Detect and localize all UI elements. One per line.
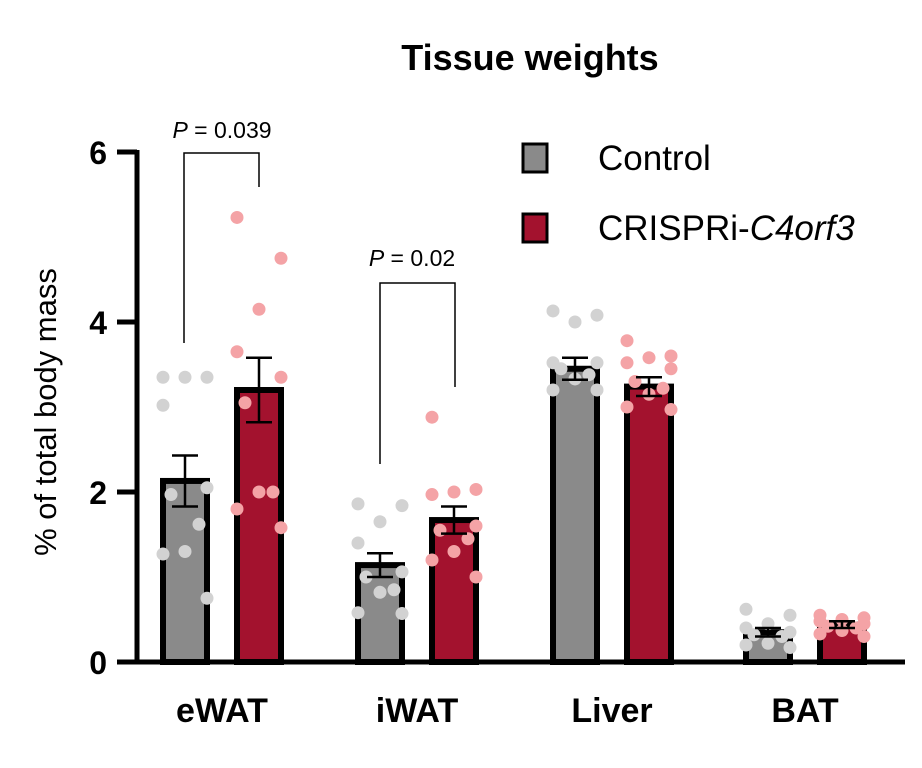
data-point [656, 381, 670, 395]
legend-label-main: CRISPRi- [598, 209, 750, 248]
bar [624, 383, 674, 665]
data-point [156, 398, 170, 412]
legend-label-gene: C4orf3 [750, 209, 856, 248]
data-point [568, 315, 582, 329]
data-point [252, 485, 266, 499]
data-point [351, 497, 365, 511]
data-point [192, 517, 206, 531]
data-point [425, 488, 439, 502]
data-point [425, 410, 439, 424]
data-point [395, 565, 409, 579]
data-point [156, 370, 170, 384]
bar [234, 387, 284, 665]
data-point [252, 302, 266, 316]
p-symbol: P [172, 117, 188, 143]
data-point [642, 351, 656, 365]
data-point [554, 362, 568, 376]
significance-bracket [183, 152, 260, 343]
data-point [739, 638, 753, 652]
y-axis-title: % of total body mass [28, 268, 63, 556]
data-point [620, 400, 634, 414]
data-point [783, 608, 797, 622]
data-point [274, 370, 288, 384]
data-point [359, 570, 373, 584]
x-category-label: BAT [771, 692, 839, 730]
p-symbol: P [369, 245, 385, 271]
y-tick-label: 6 [89, 135, 107, 171]
bar [160, 477, 210, 666]
data-point [835, 613, 849, 626]
data-point [813, 627, 827, 641]
data-point [447, 485, 461, 499]
data-point [775, 630, 789, 643]
data-point [590, 308, 604, 322]
data-point [425, 553, 439, 567]
data-point [546, 383, 560, 397]
data-point [620, 334, 634, 348]
data-point [274, 521, 288, 535]
data-point [469, 519, 483, 533]
data-point [590, 356, 604, 370]
data-point [200, 370, 214, 384]
p-number: = 0.039 [188, 117, 272, 143]
data-point [230, 345, 244, 359]
data-point [178, 370, 192, 384]
data-point [747, 628, 761, 642]
data-point [590, 383, 604, 397]
data-point [739, 602, 753, 616]
p-value-label: P = 0.039 [172, 117, 271, 143]
data-point [857, 630, 871, 643]
data-point [469, 482, 483, 496]
legend-label: Control [598, 139, 711, 178]
data-point [266, 485, 280, 499]
legend-label-main: Control [598, 139, 711, 178]
data-point [582, 368, 596, 382]
y-tick-label: 0 [89, 645, 107, 681]
data-point [546, 304, 560, 318]
data-point [351, 606, 365, 620]
bar [550, 365, 600, 665]
data-point [164, 488, 178, 502]
data-point [373, 515, 387, 529]
legend-swatch [521, 212, 549, 244]
data-point [351, 536, 365, 550]
data-point [395, 607, 409, 621]
data-point [664, 349, 678, 363]
data-point [156, 547, 170, 561]
data-point [373, 585, 387, 599]
data-point [849, 621, 863, 635]
x-category-label: eWAT [176, 692, 268, 730]
data-point [620, 356, 634, 370]
data-point [274, 251, 288, 265]
data-point [178, 545, 192, 558]
data-point [387, 583, 401, 597]
legend-label: CRISPRi-C4orf3 [598, 209, 855, 248]
y-axis-title-group: % of total body mass [28, 268, 63, 556]
data-point [664, 403, 678, 417]
significance-bracket [379, 282, 456, 464]
y-tick-label: 4 [89, 305, 107, 341]
data-point [469, 570, 483, 584]
data-point [200, 481, 214, 495]
data-point [783, 641, 797, 655]
data-point [395, 499, 409, 513]
p-value-label: P = 0.02 [369, 245, 455, 271]
data-point [664, 362, 678, 376]
x-category-label: iWAT [376, 692, 459, 730]
data-point [230, 210, 244, 224]
x-category-label: Liver [571, 692, 652, 730]
data-point [447, 545, 461, 558]
y-tick-label: 2 [89, 475, 107, 511]
legend-swatch [521, 142, 549, 174]
legend: Control CRISPRi-C4orf3 [521, 139, 855, 248]
data-point [761, 636, 775, 650]
data-point [230, 502, 244, 516]
data-point [238, 396, 252, 410]
chart-title: Tissue weights [401, 37, 658, 78]
p-number: = 0.02 [384, 245, 455, 271]
data-point [461, 532, 475, 546]
data-point [200, 591, 214, 605]
